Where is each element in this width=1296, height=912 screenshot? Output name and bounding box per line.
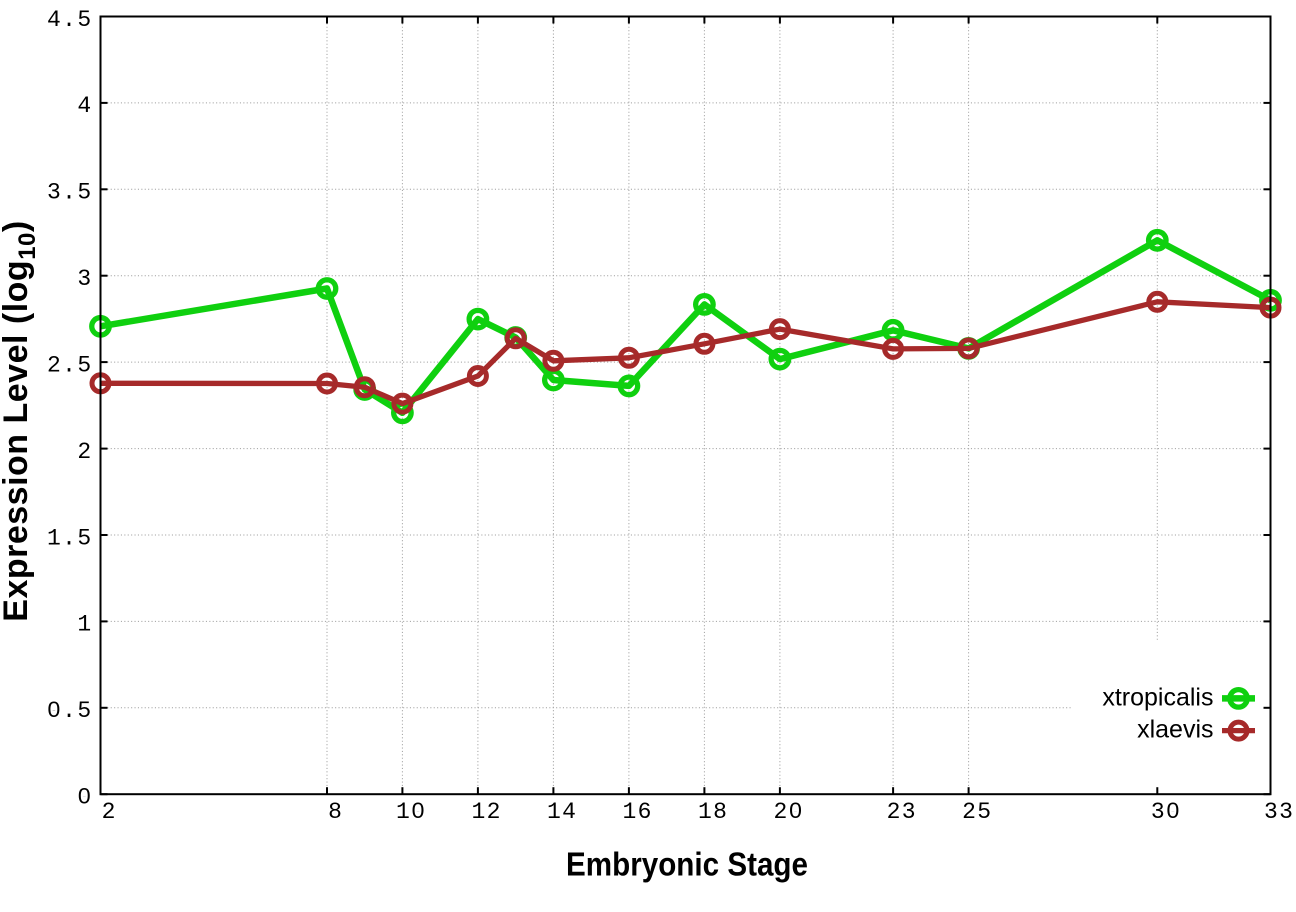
svg-text:12: 12 [471,799,501,825]
svg-text:18: 18 [698,799,728,825]
svg-text:16: 16 [622,799,652,825]
svg-text:3.5: 3.5 [47,180,92,206]
svg-text:0: 0 [77,785,92,811]
svg-text:2: 2 [102,799,117,825]
svg-text:2: 2 [77,439,92,465]
svg-text:2.5: 2.5 [47,352,92,378]
svg-text:20: 20 [773,799,803,825]
svg-text:xtropicalis: xtropicalis [1102,684,1213,712]
svg-text:4.5: 4.5 [47,7,92,33]
svg-text:3: 3 [77,266,92,292]
svg-text:30: 30 [1151,799,1181,825]
svg-text:Expression Level (log10): Expression Level (log10) [0,220,41,621]
svg-text:14: 14 [547,799,577,825]
svg-text:xlaevis: xlaevis [1137,716,1213,744]
svg-text:1.5: 1.5 [47,525,92,551]
svg-text:Embryonic Stage: Embryonic Stage [566,846,808,883]
svg-text:4: 4 [77,93,92,119]
svg-text:8: 8 [328,799,343,825]
svg-text:23: 23 [887,799,917,825]
svg-text:10: 10 [396,799,426,825]
svg-text:25: 25 [962,799,992,825]
svg-text:0.5: 0.5 [47,698,92,724]
svg-text:33: 33 [1264,799,1294,825]
svg-text:1: 1 [77,612,92,638]
